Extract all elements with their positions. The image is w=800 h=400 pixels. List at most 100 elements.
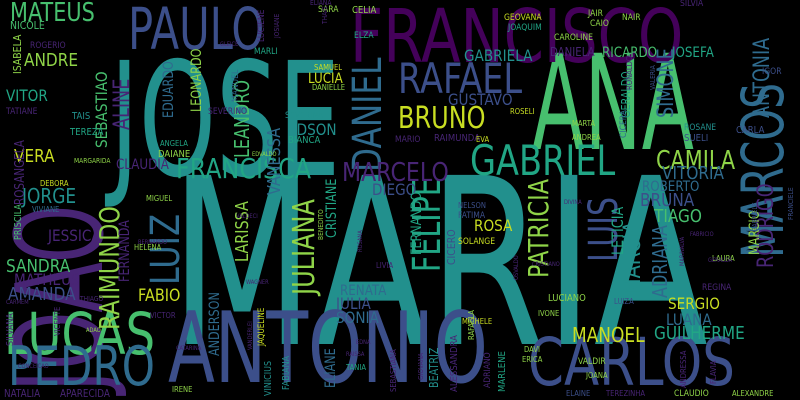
word-celia: CELIA bbox=[352, 5, 377, 16]
word-adao: ADAO bbox=[86, 327, 101, 334]
word-valdeci: VALDECI bbox=[236, 213, 258, 220]
word-mateus: MATEUS bbox=[10, 0, 95, 28]
word-eliane: ELIANE bbox=[323, 348, 339, 388]
word-jair: JAIR bbox=[588, 9, 603, 19]
word-valdir: VALDIR bbox=[578, 357, 606, 367]
word-laura: LAURA bbox=[712, 254, 735, 263]
word-bernardo: BERNARDO bbox=[138, 239, 168, 246]
word-franciele: FRANCIELE bbox=[787, 187, 795, 220]
word-vitoria: VITORIA bbox=[662, 163, 724, 184]
word-severino: SEVERINO bbox=[208, 107, 248, 117]
word-davi: DAVI bbox=[524, 345, 540, 354]
word-edson: EDSON bbox=[288, 120, 337, 139]
word-fabio: FABIO bbox=[138, 286, 181, 306]
word-daniela: DANIELA bbox=[550, 45, 595, 59]
word-marcelo: MARCELO bbox=[342, 158, 449, 188]
word-debora: DEBORA bbox=[40, 179, 69, 188]
word-bianca: BIANCA bbox=[288, 135, 321, 146]
word-igor: IGOR bbox=[762, 67, 782, 77]
word-claudio: CLAUDIO bbox=[674, 389, 709, 399]
word-luciene: LUCIENE bbox=[257, 9, 267, 42]
word-joana: JOANA bbox=[586, 371, 608, 380]
word-vinicius: VINICIUS bbox=[263, 360, 274, 396]
word-francisco: FRANCISCO bbox=[350, 0, 684, 80]
word-sueli: SUELI bbox=[684, 133, 709, 144]
word-eliana: ELIANA bbox=[310, 0, 332, 7]
word-francisca: FRANCISCA bbox=[176, 152, 311, 185]
word-vanderlei: VANDERLEI bbox=[247, 321, 254, 350]
word-vicente: VICENTE bbox=[53, 306, 62, 336]
word-caroline: CAROLINE bbox=[554, 33, 593, 43]
word-danielle: DANIELLE bbox=[312, 83, 346, 92]
word-sandra: SANDRA bbox=[6, 256, 71, 277]
word-natalia: NATALIA bbox=[4, 387, 41, 400]
word-erica: ERICA bbox=[522, 355, 543, 364]
word-aline: ALINE bbox=[110, 78, 135, 130]
word-isabela: ISABELA bbox=[11, 34, 24, 74]
word-jorge: JORGE bbox=[22, 184, 77, 208]
word-fatima: FATIMA bbox=[458, 211, 486, 221]
word-gabriel: GABRIEL bbox=[470, 136, 616, 185]
word-alessandra: ALESSANDRA bbox=[449, 335, 460, 392]
word-livia: LIVIA bbox=[376, 261, 394, 270]
word-sonia: SONIA bbox=[336, 308, 379, 327]
word-miguel: MIGUEL bbox=[146, 194, 173, 203]
word-silvana: SILVANA bbox=[5, 313, 16, 346]
word-benedito: BENEDITO bbox=[317, 209, 325, 240]
word-jose: JOSE bbox=[110, 29, 341, 213]
word-bruno: BRUNO bbox=[398, 101, 486, 136]
word-mario: MARIO bbox=[395, 135, 421, 145]
word-fabiana: FABIANA bbox=[281, 355, 292, 390]
word-cristiano: CRISTIANO bbox=[532, 261, 560, 268]
word-priscila: PRISCILA bbox=[13, 204, 24, 240]
word-silvia: SILVIA bbox=[680, 0, 704, 9]
word-eduardo: EDUARDO bbox=[161, 61, 177, 118]
word-gabriele: GABRIELE bbox=[751, 202, 759, 232]
word-jaqueline: JAQUELINE bbox=[257, 307, 267, 346]
word-anderson: ANDERSON bbox=[207, 292, 223, 356]
word-claudia: CLAUDIA bbox=[116, 157, 169, 173]
word-manoel: MANOEL bbox=[572, 323, 645, 347]
word-rosane: ROSANE bbox=[684, 123, 717, 133]
word-michele: MICHELE bbox=[462, 317, 493, 326]
word-viviane: VIVIANE bbox=[32, 205, 60, 214]
word-larissa: LARISSA bbox=[232, 201, 253, 262]
word-geralda: GERALDA bbox=[708, 257, 733, 264]
word-elaine: ELAINE bbox=[566, 389, 591, 398]
word-pedro: PEDRO bbox=[8, 335, 155, 398]
word-ana: ANA bbox=[532, 27, 695, 181]
word-rafael: RAFAEL bbox=[398, 54, 523, 103]
word-gustavo: GUSTAVO bbox=[448, 90, 513, 109]
word-marli: MARLI bbox=[254, 47, 278, 57]
word-fabricio: FABRICIO bbox=[690, 231, 714, 238]
word-gleice: GLEICE bbox=[220, 41, 239, 48]
word-josiane: JOSIANE bbox=[273, 13, 281, 39]
word-sara: SARA bbox=[318, 5, 339, 15]
word-vanessa: VANESSA bbox=[264, 127, 285, 195]
word-nair: NAIR bbox=[622, 13, 641, 23]
word-cristiane: CRISTIANE bbox=[324, 178, 340, 238]
word-raimunda: RAIMUNDA bbox=[434, 133, 481, 144]
word-rogerio: ROGERIO bbox=[30, 41, 66, 51]
word-jessica: JESSICA bbox=[48, 226, 101, 245]
word-caio: CAIO bbox=[590, 19, 609, 29]
word-thiago: THIAGO bbox=[80, 295, 104, 303]
word-irene: IRENE bbox=[172, 385, 193, 394]
word-tatiane: TATIANE bbox=[6, 107, 38, 117]
word-tereza: TEREZA bbox=[70, 127, 104, 138]
word-roberto: ROBERTO bbox=[642, 179, 700, 195]
word-solange: SOLANGE bbox=[458, 237, 496, 247]
word-eva: EVA bbox=[476, 135, 490, 144]
word-daiane: DAIANE bbox=[158, 149, 191, 160]
word-victor: VICTOR bbox=[150, 311, 176, 320]
word-severina: SEVERINA bbox=[285, 111, 324, 121]
word-juliana: JULIANA bbox=[287, 199, 322, 295]
word-sebastiana: SEBASTIANA bbox=[389, 349, 398, 392]
word-aparecida: APARECIDA bbox=[60, 387, 110, 400]
word-wagner: WAGNER bbox=[246, 279, 269, 286]
word-manuel: MANUEL bbox=[231, 69, 241, 102]
word-ivone: IVONE bbox=[538, 309, 560, 318]
word-andre: ANDRE bbox=[24, 50, 79, 71]
word-carla: CARLA bbox=[736, 125, 765, 136]
word-julia: JULIA bbox=[336, 294, 371, 313]
